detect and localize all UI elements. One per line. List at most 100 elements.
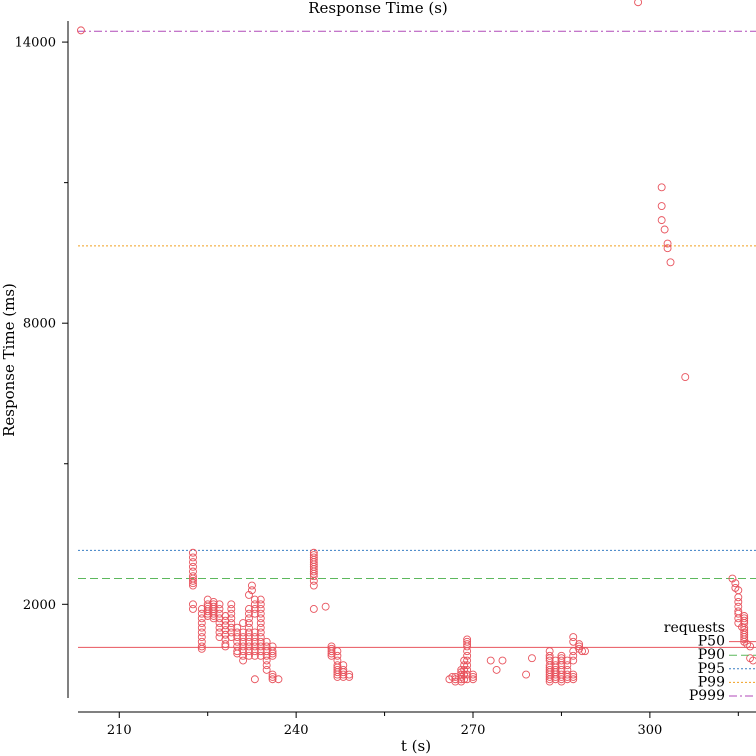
data-point: [327, 647, 336, 656]
data-point: [333, 647, 342, 656]
data-point: [250, 628, 259, 637]
data-point: [189, 600, 197, 609]
data-point: [569, 633, 578, 642]
data-point: [250, 647, 259, 656]
legend-label: requests: [664, 620, 725, 636]
data-point: [227, 619, 236, 627]
data-point: [740, 614, 749, 623]
data-point: [345, 670, 354, 679]
data-point: [197, 623, 206, 632]
data-point: [660, 225, 669, 234]
data-point: [189, 553, 197, 562]
data-point: [309, 567, 318, 576]
data-point: [197, 633, 206, 642]
data-point: [250, 637, 259, 646]
data-point: [657, 216, 666, 225]
data-point: [245, 623, 253, 632]
data-point: [734, 593, 743, 602]
data-point: [227, 605, 236, 613]
data-point: [557, 656, 566, 665]
data-point: [327, 651, 336, 660]
data-point: [245, 647, 253, 656]
data-point: [557, 661, 566, 670]
data-point: [268, 649, 277, 658]
data-point: [227, 628, 236, 637]
ticks: 210 240 270 300 2000 8000 14000: [15, 36, 739, 738]
data-point: [197, 619, 206, 627]
data-point: [189, 581, 197, 590]
data-point: [189, 562, 197, 571]
data-point: [250, 642, 259, 651]
data-point: [321, 602, 330, 611]
data-point: [233, 647, 242, 656]
data-point: [309, 576, 318, 585]
data-point: [189, 576, 197, 585]
data-point: [681, 373, 690, 382]
data-point: [569, 675, 578, 684]
data-point: [563, 656, 572, 665]
legend-item-p99: P99: [698, 674, 756, 690]
data-point: [197, 642, 206, 651]
data-point: [463, 661, 472, 670]
data-point: [239, 647, 248, 656]
data-point: [227, 623, 236, 632]
y-tick-label: 8000: [23, 317, 56, 332]
data-point: [215, 600, 224, 609]
data-point: [250, 605, 259, 613]
data-point: [197, 644, 206, 653]
data-point: [545, 651, 554, 660]
legend-item-requests: requests: [664, 620, 746, 636]
data-point: [578, 647, 587, 656]
data-point: [189, 579, 197, 588]
legend-label: P95: [698, 661, 725, 677]
data-point: [569, 651, 578, 660]
data-point: [486, 656, 495, 665]
data-point: [221, 640, 230, 649]
data-point: [227, 633, 236, 642]
data-point: [268, 675, 277, 684]
data-point: [731, 579, 740, 588]
data-point: [239, 637, 248, 646]
data-point: [227, 600, 236, 609]
data-point: [76, 26, 85, 35]
data-point: [215, 605, 224, 613]
data-point: [233, 628, 242, 637]
data-point: [189, 605, 197, 613]
data-point: [498, 656, 507, 665]
data-point: [245, 642, 253, 651]
data-point: [247, 581, 256, 590]
data-point: [268, 670, 277, 679]
data-point: [245, 609, 253, 618]
legend-label: P999: [689, 688, 725, 704]
data-point: [268, 647, 277, 656]
data-point: [256, 647, 265, 656]
y-tick-label: 14000: [15, 36, 56, 51]
data-point: [740, 633, 749, 642]
data-point: [256, 614, 265, 623]
data-point: [569, 670, 578, 679]
data-point: [245, 651, 253, 660]
data-point: [345, 672, 354, 681]
data-point: [221, 642, 230, 651]
x-axis-label: t (s): [401, 737, 431, 755]
data-point: [245, 614, 253, 623]
x-tick-label: 270: [461, 723, 486, 738]
y-axis-label: Response Time (ms): [0, 283, 18, 437]
data-point: [197, 628, 206, 637]
data-point: [256, 642, 265, 651]
data-point: [309, 581, 318, 590]
data-point: [262, 661, 271, 670]
data-point: [569, 672, 578, 681]
data-point: [256, 609, 265, 618]
data-point: [657, 202, 666, 211]
data-point: [250, 609, 259, 618]
data-point: [239, 651, 248, 660]
data-point: [245, 637, 253, 646]
data-point: [250, 675, 259, 684]
data-point: [333, 651, 342, 660]
data-point: [663, 244, 672, 253]
data-point: [256, 633, 265, 642]
data-point: [563, 661, 572, 670]
data-point: [250, 651, 259, 660]
